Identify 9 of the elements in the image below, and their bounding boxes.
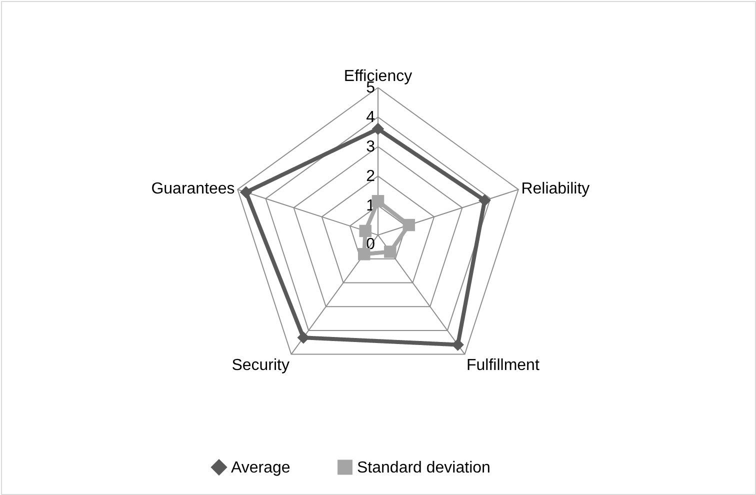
spoke-label: Fulfillment (466, 357, 540, 374)
spoke-label: Reliability (521, 180, 590, 198)
spoke-label: Guarantees (151, 180, 235, 198)
legend-label: Standard deviation (357, 459, 490, 476)
y-tick-label: 3 (366, 138, 376, 156)
legend-label: Average (231, 459, 290, 476)
spoke-label: Security (232, 357, 290, 374)
y-tick-label: 4 (366, 109, 376, 126)
y-tick-label: 2 (366, 168, 376, 186)
